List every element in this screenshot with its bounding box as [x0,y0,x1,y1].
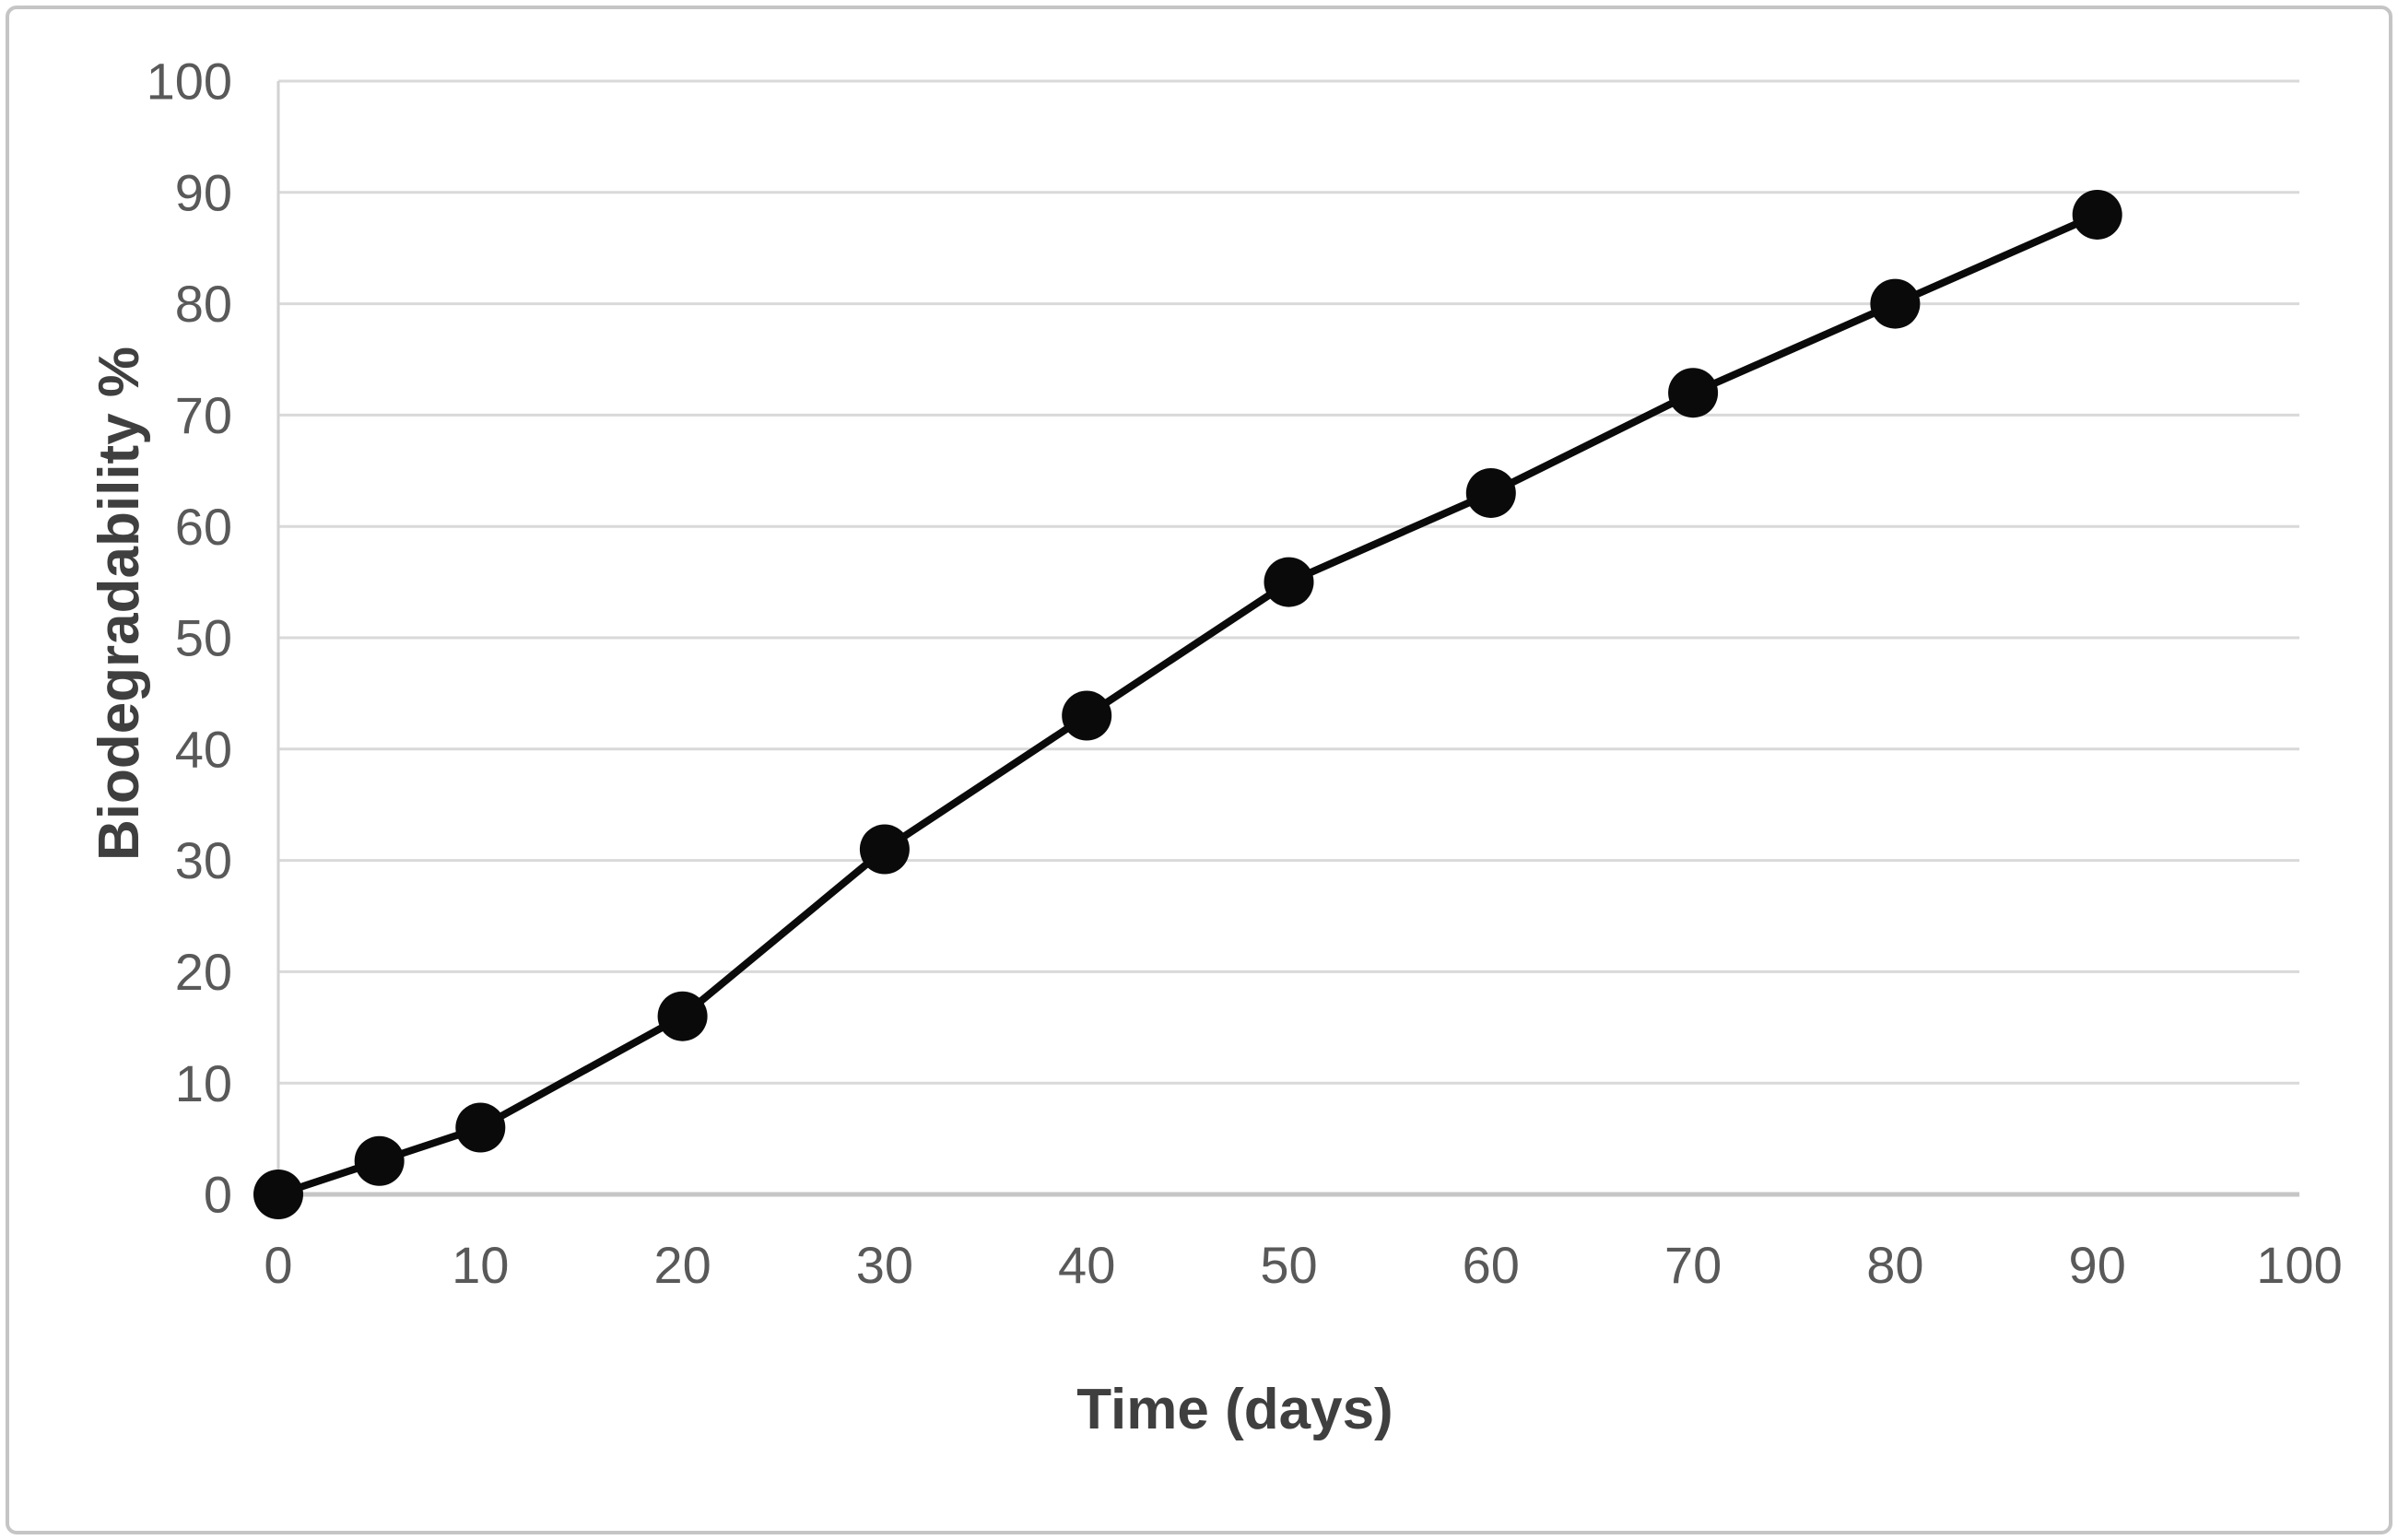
data-point-marker [455,1102,506,1153]
y-tick-label: 70 [175,386,232,444]
y-tick-label: 40 [175,720,232,778]
y-tick-label: 20 [175,943,232,1001]
x-tick-label: 60 [1463,1236,1520,1294]
x-tick-label: 90 [2069,1236,2126,1294]
data-point-marker [354,1135,405,1186]
y-tick-label: 10 [175,1054,232,1112]
x-tick-label: 40 [1058,1236,1115,1294]
y-tick-label: 50 [175,609,232,667]
data-point-marker [1668,368,1719,418]
y-tick-label: 90 [175,163,232,221]
x-axis-title: Time (days) [1076,1378,1393,1441]
x-tick-label: 100 [2256,1236,2342,1294]
chart-frame-border [6,6,2392,1534]
data-point-marker [657,991,708,1041]
x-tick-label: 10 [452,1236,509,1294]
data-point-marker [859,824,910,875]
data-series [253,189,2122,1219]
y-tick-label: 60 [175,498,232,556]
data-point-marker [1264,557,1314,607]
axes [276,81,2299,1197]
gridlines [278,79,2299,1085]
y-axis-title: Biodegradability % [88,347,151,861]
y-tick-label: 100 [147,53,232,111]
x-tick-label: 0 [264,1236,292,1294]
y-tick-label: 80 [175,275,232,333]
data-point-marker [2072,189,2122,240]
x-tick-label: 20 [653,1236,711,1294]
x-axis-tick-labels: 0 10 20 30 40 50 60 70 80 90 100 [264,1236,2342,1294]
data-point-marker [253,1170,303,1219]
x-tick-label: 80 [1866,1236,1923,1294]
data-point-marker [1465,467,1516,518]
data-point-marker [1870,278,1921,329]
y-tick-label: 0 [204,1166,232,1224]
x-tick-label: 30 [856,1236,913,1294]
x-tick-label: 50 [1260,1236,1317,1294]
x-tick-label: 70 [1664,1236,1722,1294]
y-tick-label: 30 [175,831,232,889]
data-point-marker [1062,690,1112,741]
y-axis-tick-labels: 0 10 20 30 40 50 60 70 80 90 100 [147,53,232,1224]
